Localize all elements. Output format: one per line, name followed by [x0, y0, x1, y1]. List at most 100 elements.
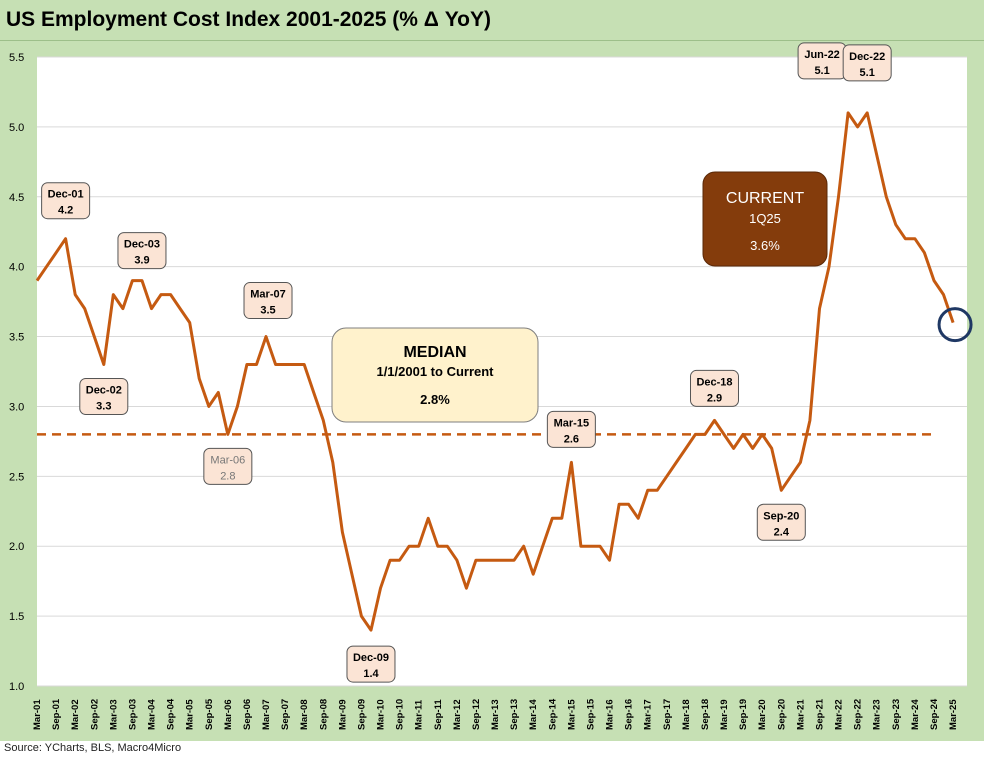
annotation-label: Dec-22 5.1 [842, 44, 892, 82]
annotation-label: Dec-02 3.3 [79, 378, 129, 416]
annotation-value: 1.4 [363, 668, 379, 680]
annotation-box [243, 282, 293, 320]
median-value: 2.8% [420, 392, 450, 407]
x-tick-label: Sep-05 [204, 698, 215, 730]
x-tick-label: Mar-19 [719, 699, 730, 730]
annotation-date: Mar-07 [250, 289, 285, 301]
annotation-label: Jun-22 5.1 [797, 42, 847, 80]
current-title: CURRENT [726, 190, 804, 207]
annotation-value: 4.2 [58, 205, 73, 217]
annotation-date: Jun-22 [804, 49, 839, 61]
x-tick-label: Sep-03 [127, 699, 138, 730]
x-tick-label: Mar-18 [681, 699, 692, 730]
x-tick-label: Mar-08 [299, 699, 310, 730]
x-tick-label: Sep-15 [585, 698, 596, 730]
annotation-label: Sep-20 2.4 [756, 503, 806, 541]
x-tick-label: Sep-24 [929, 698, 940, 730]
x-tick-label: Mar-22 [834, 699, 845, 730]
y-tick-label: 2.0 [9, 541, 24, 553]
annotation-box [842, 44, 892, 82]
x-tick-label: Mar-25 [948, 699, 959, 730]
x-tick-label: Mar-09 [337, 699, 348, 730]
x-tick-label: Sep-12 [471, 699, 482, 730]
x-tick-label: Mar-20 [757, 699, 768, 730]
x-tick-label: Mar-06 [223, 699, 234, 730]
annotation-label: Dec-03 3.9 [117, 232, 167, 270]
y-tick-label: 5.0 [9, 122, 24, 134]
x-tick-label: Mar-11 [414, 699, 425, 730]
annotation-label: Dec-01 4.2 [41, 182, 91, 220]
annotation-box [689, 369, 739, 407]
x-tick-label: Sep-11 [433, 699, 444, 730]
annotation-date: Mar-06 [210, 454, 245, 466]
annotation-label: Mar-15 2.6 [546, 410, 596, 448]
x-tick-label: Mar-02 [70, 699, 81, 730]
y-tick-label: 3.0 [9, 401, 24, 413]
x-tick-label: Mar-13 [490, 699, 501, 730]
annotation-label: Dec-09 1.4 [346, 645, 396, 683]
x-tick-label: Sep-08 [318, 699, 329, 730]
annotation-date: Dec-01 [48, 189, 84, 201]
x-tick-label: Sep-06 [242, 699, 253, 730]
chart-title: US Employment Cost Index 2001-2025 (% Δ … [6, 8, 492, 31]
y-tick-label: 3.5 [9, 332, 24, 344]
y-tick-label: 4.5 [9, 192, 24, 204]
annotation-value: 2.8 [220, 470, 235, 482]
x-tick-label: Mar-05 [185, 699, 196, 730]
annotation-label: Dec-18 2.9 [689, 369, 739, 407]
x-tick-label: Sep-13 [509, 699, 520, 730]
annotation-box [346, 645, 396, 683]
annotation-value: 2.6 [564, 433, 579, 445]
x-tick-label: Sep-17 [662, 699, 673, 730]
x-tick-label: Sep-02 [89, 699, 100, 730]
x-tick-label: Mar-03 [108, 699, 119, 730]
x-tick-label: Mar-21 [795, 699, 806, 730]
annotation-label: Mar-07 3.5 [243, 282, 293, 320]
x-tick-label: Mar-23 [872, 699, 883, 730]
x-tick-label: Mar-17 [643, 699, 654, 730]
x-tick-label: Sep-10 [395, 699, 406, 730]
title-bar: US Employment Cost Index 2001-2025 (% Δ … [0, 0, 984, 41]
x-tick-label: Sep-01 [51, 698, 62, 730]
x-tick-label: Mar-24 [910, 699, 921, 730]
annotation-value: 3.3 [96, 401, 111, 413]
x-tick-label: Sep-19 [738, 699, 749, 730]
annotation-box [203, 447, 253, 485]
y-tick-label: 2.5 [9, 471, 24, 483]
x-tick-label: Sep-18 [700, 699, 711, 730]
x-tick-label: Sep-20 [776, 699, 787, 730]
y-tick-label: 5.5 [9, 52, 24, 64]
series-line [35, 111, 955, 632]
chart-svg: 1.0 1.5 2.0 2.5 3.0 3.5 4.0 4.5 5.0 5.5 Mar-01 Sep-… [9, 42, 973, 730]
annotation-date: Sep-20 [763, 510, 799, 522]
x-tick-label: Sep-07 [280, 699, 291, 730]
x-tick-label: Mar-15 [566, 699, 577, 730]
median-title: MEDIAN [403, 344, 466, 361]
x-tick-label: Sep-23 [891, 699, 902, 730]
annotation-box [546, 410, 596, 448]
annotation-date: Dec-22 [849, 51, 885, 63]
current-box [702, 171, 828, 267]
annotation-value: 2.9 [707, 392, 722, 404]
x-tick-label: Mar-10 [376, 699, 387, 730]
x-tick-label: Mar-04 [147, 699, 158, 730]
x-tick-label: Mar-07 [261, 699, 272, 730]
current-subtitle: 1Q25 [749, 211, 781, 226]
median-subtitle: 1/1/2001 to Current [376, 364, 494, 379]
annotation-value: 3.9 [134, 255, 149, 267]
x-tick-label: Mar-14 [528, 699, 539, 730]
x-tick-label: Sep-14 [547, 698, 558, 730]
annotation-date: Dec-02 [86, 385, 122, 397]
median-box [331, 327, 539, 423]
annotation-value: 5.1 [814, 65, 829, 77]
current-marker [937, 307, 973, 343]
annotation-value: 3.5 [260, 305, 275, 317]
x-tick-label: Mar-01 [32, 699, 43, 730]
annotation-box [41, 182, 91, 220]
annotation-date: Dec-18 [696, 376, 732, 388]
annotation-box [79, 378, 129, 416]
x-tick-label: Sep-22 [853, 699, 864, 730]
x-tick-label: Mar-16 [605, 699, 616, 730]
x-tick-label: Sep-04 [166, 698, 177, 730]
annotation-box [756, 503, 806, 541]
